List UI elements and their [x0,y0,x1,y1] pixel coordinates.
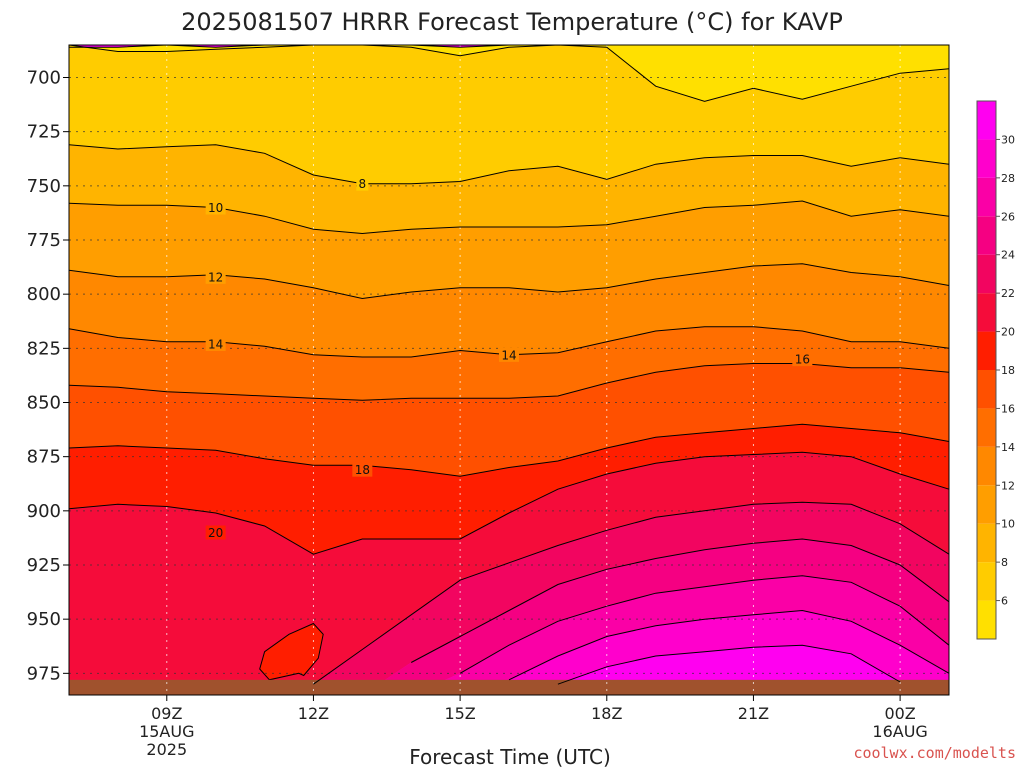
colorbar-band-16 [977,370,996,409]
colorbar-tick-label: 6 [1001,595,1008,608]
temp-band-12-14 [69,263,949,357]
colorbar-band-24 [977,216,996,255]
colorbar-band-20 [977,293,996,332]
contour-label: 12 [208,270,223,284]
colorbar-band-10 [977,485,996,524]
colorbar-tick-label: 10 [1001,518,1015,531]
colorbar-tick-label: 22 [1001,287,1015,300]
temp-band-16-18 [69,363,949,477]
y-tick-label: 800 [27,284,61,305]
x-tick-label: 00Z [884,704,915,723]
contour-label-bg [792,352,813,367]
y-tick-label: 900 [27,501,61,522]
x-tick-label: 12Z [298,704,329,723]
colorbar: 6 8 10 12 14 16 18 20 22 24 26 28 30 [976,100,1015,640]
chart-title: 2025081507 HRRR Forecast Temperature (°C… [181,8,843,36]
x-tick-date-label: 15AUG [139,722,194,741]
x-tick-date-label: 16AUG [872,722,927,741]
y-tick-label: 700 [27,68,61,89]
x-tick-label: 21Z [738,704,769,723]
x-tick-label: 18Z [591,704,622,723]
isotherm-6 [68,44,950,102]
y-tick-label: 775 [27,230,61,251]
colorbar-tick-label: 26 [1001,210,1015,223]
temperature-fill-layer [69,45,949,695]
ground-layer [69,679,949,695]
temp-band-22-24 [69,502,949,695]
colorbar-tick-label: 20 [1001,326,1015,339]
contour-label: 14 [501,348,516,362]
warm-pocket-contour [259,622,324,681]
warm-pocket-layer [259,622,324,681]
isotherm-24 [410,538,950,663]
y-tick-label: 750 [27,176,61,197]
contour-label-bg [205,269,226,284]
colorbar-band-14 [977,408,996,447]
contour-label: 10 [208,201,223,215]
credit-text: coolwx.com/modelts [853,744,1016,762]
contour-labels-layer: 10 8 12 14 14 16 18 20 [205,176,813,540]
contour-label-bg [205,525,226,540]
isotherm-8 [68,144,950,185]
contour-label-bg [352,462,373,477]
y-axis: 700 725 750 775 800 825 850 875 900 925 950 975 [27,68,69,684]
y-tick-label: 950 [27,609,61,630]
colorbar-band-18 [977,331,996,370]
colorbar-band-26 [977,177,996,217]
temp-band-18-20 [69,424,949,555]
contour-label: 20 [208,526,223,540]
contour-label-bg [356,176,369,191]
contour-label: 16 [795,353,810,367]
contour-label: 14 [208,338,223,352]
colorbar-tick-label: 30 [1001,133,1015,146]
colorbar-tick-label: 14 [1001,441,1015,454]
contour-label-bg [205,337,226,351]
isotherm-20 [68,451,950,555]
temp-band-10-12 [69,201,949,299]
contour-label: 18 [355,463,370,477]
y-tick-label: 925 [27,555,61,576]
isotherm-28 [508,609,950,681]
x-tick-label: 09Z [151,704,182,723]
isotherm-26 [459,575,950,674]
temp-band-8-10 [69,144,949,234]
colorbar-tick-label: 16 [1001,402,1015,415]
temp-band-24-26 [69,539,949,695]
x-tick-year-label: 2025 [146,740,187,759]
temp-band-14-16 [69,326,949,401]
y-tick-label: 875 [27,447,61,468]
x-tick-label: 15Z [444,704,475,723]
isotherm-30 [557,644,901,685]
colorbar-band-28 [977,139,996,178]
colorbar-band-22 [977,254,996,294]
contour-label-bg [499,347,519,362]
x-axis-label: Forecast Time (UTC) [409,745,611,768]
contour-label-bg [205,200,226,215]
colorbar-band-6 [977,562,996,601]
temp-band-6-8 [69,45,949,184]
colorbar-tick-label: 24 [1001,249,1015,262]
colorbar-band-12 [977,446,996,486]
isotherm-18 [68,423,950,477]
y-tick-label: 850 [27,393,61,414]
colorbar-tick-label: 28 [1001,172,1015,185]
temp-band-26-28 [69,575,949,695]
contour-label: 8 [359,177,367,191]
y-tick-label: 825 [27,338,61,359]
y-tick-label: 725 [27,122,61,143]
colorbar-band-4 [977,600,996,639]
y-tick-label: 975 [27,663,61,684]
colorbar-tick-label: 8 [1001,556,1008,569]
colorbar-tick-label: 18 [1001,364,1015,377]
ground-surface [69,679,949,695]
colorbar-band-30 [977,101,996,140]
colorbar-band-8 [977,523,996,563]
temp-band-4-6 [69,45,949,102]
plot-frame [68,44,950,696]
isotherm-22 [313,501,950,685]
temp-band-28-30 [69,610,949,695]
colorbar-tick-label: 12 [1001,479,1015,492]
